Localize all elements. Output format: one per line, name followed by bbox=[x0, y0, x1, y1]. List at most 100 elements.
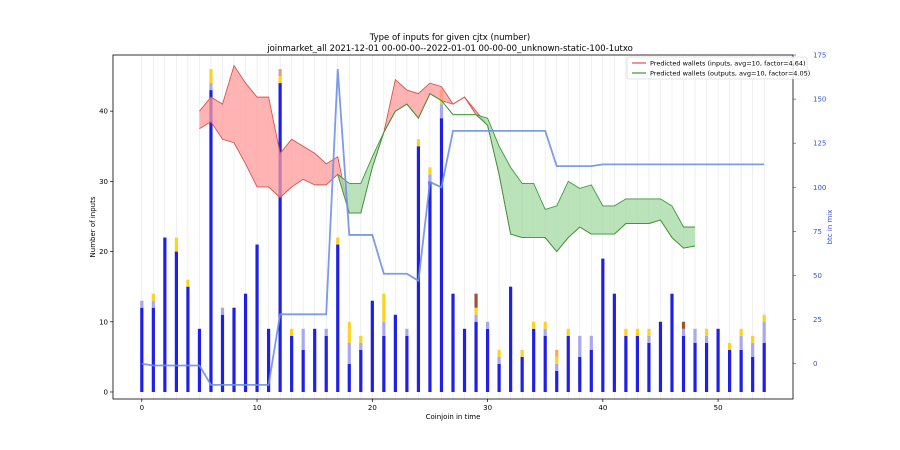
y-right-tick-label: 100 bbox=[813, 184, 826, 192]
bar-fresh bbox=[532, 328, 536, 392]
bar-fresh bbox=[497, 363, 501, 392]
bar-fresh bbox=[439, 118, 444, 392]
bar-yellow bbox=[278, 76, 282, 84]
y-ticks-right: 0 25 50 75 100 125 150 175 bbox=[793, 52, 826, 368]
bar-remix bbox=[647, 335, 651, 343]
x-tick-label: 30 bbox=[483, 404, 492, 412]
bar-fresh bbox=[347, 363, 351, 392]
bar-remix bbox=[578, 335, 582, 357]
bar-remix bbox=[382, 321, 386, 336]
bar-yellow bbox=[174, 237, 178, 252]
bar-yellow bbox=[762, 314, 766, 322]
chart-title-line1: Type of inputs for given cjtx (number) bbox=[369, 33, 531, 43]
bar-yellow bbox=[474, 307, 478, 315]
bar-remix bbox=[301, 328, 305, 350]
bar-fresh bbox=[704, 342, 709, 392]
x-tick-label: 40 bbox=[598, 404, 607, 412]
bars-layer bbox=[140, 69, 766, 392]
bar-fresh bbox=[428, 181, 432, 392]
bar-fresh bbox=[624, 335, 628, 392]
x-tick-label: 10 bbox=[253, 404, 262, 412]
bar-fresh bbox=[474, 321, 478, 392]
bar-fresh bbox=[140, 307, 144, 392]
bar-yellow bbox=[624, 328, 628, 336]
bar-fresh bbox=[370, 300, 374, 392]
bar-yellow bbox=[739, 328, 743, 336]
bar-yellow bbox=[543, 321, 547, 329]
bar-yellow bbox=[647, 328, 651, 336]
bar-fresh bbox=[243, 293, 248, 392]
legend-box bbox=[626, 56, 808, 80]
bar-remix bbox=[543, 328, 547, 336]
bar-fresh bbox=[716, 328, 720, 392]
bar-remix bbox=[324, 328, 328, 336]
bar-yellow bbox=[336, 237, 340, 245]
bar-remix bbox=[589, 335, 593, 350]
legend-inputs-label: Predicted wallets (inputs, avg=10, facto… bbox=[650, 60, 806, 68]
bar-fresh bbox=[543, 335, 547, 392]
bar-remix bbox=[762, 321, 766, 343]
bar-remix bbox=[359, 342, 363, 350]
bar-fresh bbox=[728, 349, 732, 392]
bar-remix bbox=[439, 104, 444, 119]
bar-fresh bbox=[313, 328, 317, 392]
bar-fresh bbox=[647, 342, 651, 392]
bar-brown bbox=[474, 293, 478, 308]
inputs-band-fill bbox=[199, 65, 696, 252]
bar-yellow bbox=[416, 139, 421, 147]
bar-yellow bbox=[186, 279, 190, 287]
bar-fresh bbox=[278, 83, 282, 392]
bar-fresh bbox=[578, 356, 582, 392]
y-tick-label: 10 bbox=[99, 318, 108, 326]
bar-fresh bbox=[462, 328, 467, 392]
plot-frame bbox=[112, 54, 794, 400]
bar-fresh bbox=[324, 335, 328, 392]
bands-layer bbox=[199, 64, 696, 253]
chart-title-line2: joinmarket_all 2021-12-01 00-00-00--2022… bbox=[266, 44, 633, 54]
bar-remix bbox=[151, 300, 155, 308]
bar-fresh bbox=[520, 356, 524, 392]
bar-fresh bbox=[762, 342, 766, 392]
bar-yellow bbox=[497, 349, 501, 357]
bar-fresh bbox=[739, 349, 743, 392]
btc-in-mix-line bbox=[141, 69, 765, 386]
x-tick-label: 0 bbox=[140, 404, 144, 412]
bar-yellow bbox=[704, 328, 709, 336]
y-tick-label: 0 bbox=[104, 388, 108, 396]
bar-remix bbox=[555, 363, 559, 371]
bar-fresh bbox=[693, 342, 697, 392]
bar-fresh bbox=[601, 258, 605, 392]
bar-brown bbox=[681, 321, 686, 329]
bar-fresh bbox=[555, 370, 559, 392]
y-right-tick-label: 175 bbox=[813, 52, 826, 60]
bar-yellow bbox=[359, 335, 363, 343]
bar-fresh bbox=[416, 146, 421, 392]
bar-fresh bbox=[301, 349, 305, 392]
bar-fresh bbox=[290, 335, 294, 392]
y-axis-label-right: btc in mix bbox=[826, 210, 834, 245]
bar-fresh bbox=[151, 307, 155, 392]
bar-yellow bbox=[290, 328, 294, 336]
bar-yellow bbox=[532, 321, 536, 329]
bar-yellow bbox=[209, 69, 213, 84]
bar-fresh bbox=[451, 293, 455, 392]
bar-fresh bbox=[485, 328, 490, 392]
bar-remix bbox=[405, 328, 409, 336]
x-axis-label: Coinjoin in time bbox=[426, 413, 481, 421]
y-tick-label: 40 bbox=[99, 108, 108, 116]
bar-yellow bbox=[151, 293, 155, 301]
bar-remix bbox=[474, 314, 478, 322]
y-right-tick-label: 0 bbox=[813, 360, 817, 368]
bar-yellow bbox=[428, 167, 432, 175]
x-tick-label: 50 bbox=[714, 404, 723, 412]
bar-fresh bbox=[405, 335, 409, 392]
bar-fresh bbox=[266, 328, 271, 392]
x-tick-label: 20 bbox=[368, 404, 377, 412]
bar-orange bbox=[555, 349, 559, 357]
outputs-band-lower-line bbox=[337, 92, 696, 253]
bar-fresh bbox=[359, 349, 363, 392]
bar-remix bbox=[428, 174, 432, 182]
bar-remix bbox=[739, 335, 743, 350]
bar-fresh bbox=[681, 335, 686, 392]
